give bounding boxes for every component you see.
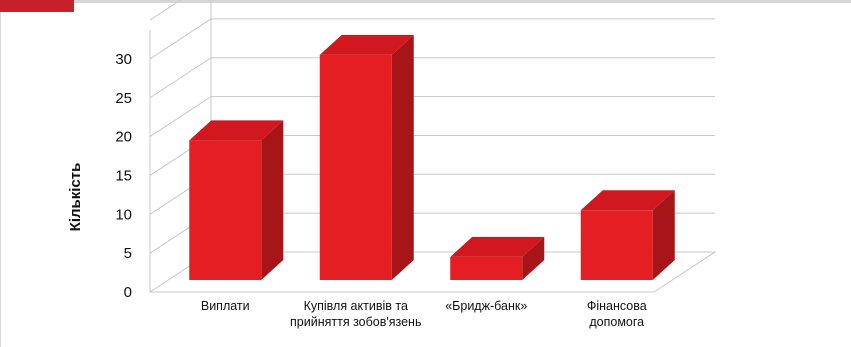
x-category-label: Фінансова допомога <box>587 299 647 329</box>
bar-top <box>450 236 545 257</box>
y-tick-label: 0 <box>124 284 132 301</box>
bar-top <box>580 190 675 211</box>
bar-front <box>189 140 262 280</box>
x-category-label: Купівля активів та прийняття зобов'язень <box>290 299 421 329</box>
y-tick-label: 10 <box>115 206 132 223</box>
y-axis-label: Кількість <box>67 163 84 232</box>
bar <box>319 34 414 281</box>
bar-front <box>580 210 653 280</box>
bar-front <box>319 54 392 281</box>
bar-side <box>391 34 414 281</box>
y-tick-label: 20 <box>115 129 132 146</box>
bar-side <box>522 236 545 280</box>
x-category-label: Виплати <box>201 299 250 313</box>
bar <box>450 236 545 280</box>
bar-top <box>319 34 414 55</box>
bar <box>189 120 284 281</box>
gridline <box>149 0 182 21</box>
bar-top <box>189 120 284 141</box>
frame-left-border <box>0 12 1 347</box>
bar-side <box>261 120 284 281</box>
gridline <box>149 18 715 60</box>
chart-bars <box>189 34 675 281</box>
x-category-label: «Бридж-банк» <box>445 299 527 313</box>
y-tick-label: 5 <box>124 245 132 262</box>
chart-grid <box>148 0 717 293</box>
gridline <box>149 96 715 138</box>
top-rule <box>0 0 851 3</box>
x-axis-labels: Виплати Купівля активів та прийняття зобов… <box>201 299 647 329</box>
bar <box>580 190 675 280</box>
gridline <box>149 57 715 99</box>
y-tick-label: 30 <box>115 51 132 68</box>
y-tick-label: 15 <box>115 167 132 184</box>
bar-side <box>652 190 675 280</box>
bar-front <box>450 256 523 280</box>
y-tick-label: 25 <box>115 90 132 107</box>
top-accent-tab <box>0 0 74 12</box>
y-axis-ticks: 0 5 10 15 20 25 30 <box>115 51 132 301</box>
